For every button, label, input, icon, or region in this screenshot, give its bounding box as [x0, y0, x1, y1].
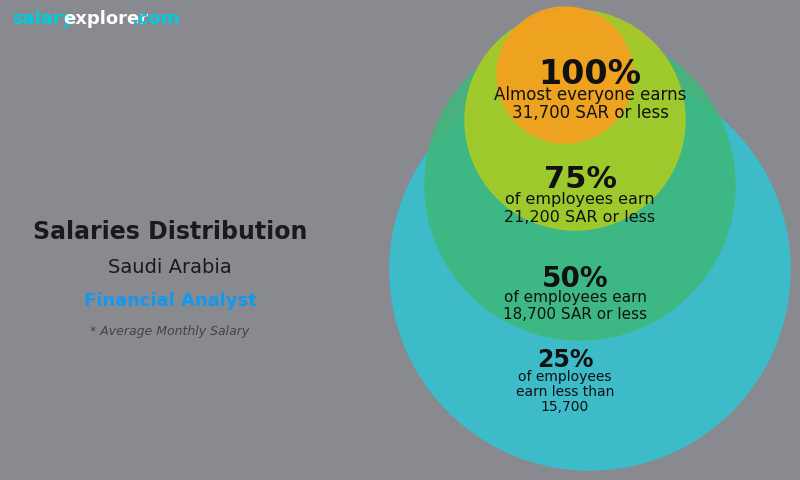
- Text: 100%: 100%: [538, 58, 642, 91]
- Text: salary: salary: [12, 10, 74, 28]
- Circle shape: [425, 30, 735, 340]
- Text: 25%: 25%: [537, 348, 594, 372]
- Text: 21,200 SAR or less: 21,200 SAR or less: [505, 210, 655, 225]
- Text: of employees: of employees: [518, 370, 612, 384]
- Circle shape: [497, 7, 633, 143]
- Circle shape: [390, 70, 790, 470]
- Text: Financial Analyst: Financial Analyst: [84, 292, 256, 310]
- Text: 18,700 SAR or less: 18,700 SAR or less: [503, 307, 647, 322]
- Text: earn less than: earn less than: [516, 385, 614, 399]
- Text: * Average Monthly Salary: * Average Monthly Salary: [90, 325, 250, 338]
- Text: of employees earn: of employees earn: [503, 290, 646, 305]
- Text: Saudi Arabia: Saudi Arabia: [108, 258, 232, 277]
- Text: Salaries Distribution: Salaries Distribution: [33, 220, 307, 244]
- Text: .com: .com: [131, 10, 179, 28]
- Text: 15,700: 15,700: [541, 400, 589, 414]
- Text: 75%: 75%: [543, 165, 617, 194]
- Circle shape: [465, 10, 685, 230]
- Text: 31,700 SAR or less: 31,700 SAR or less: [511, 104, 669, 122]
- Text: of employees earn: of employees earn: [505, 192, 655, 207]
- Text: explorer: explorer: [63, 10, 148, 28]
- Text: 50%: 50%: [542, 265, 608, 293]
- Text: Almost everyone earns: Almost everyone earns: [494, 86, 686, 104]
